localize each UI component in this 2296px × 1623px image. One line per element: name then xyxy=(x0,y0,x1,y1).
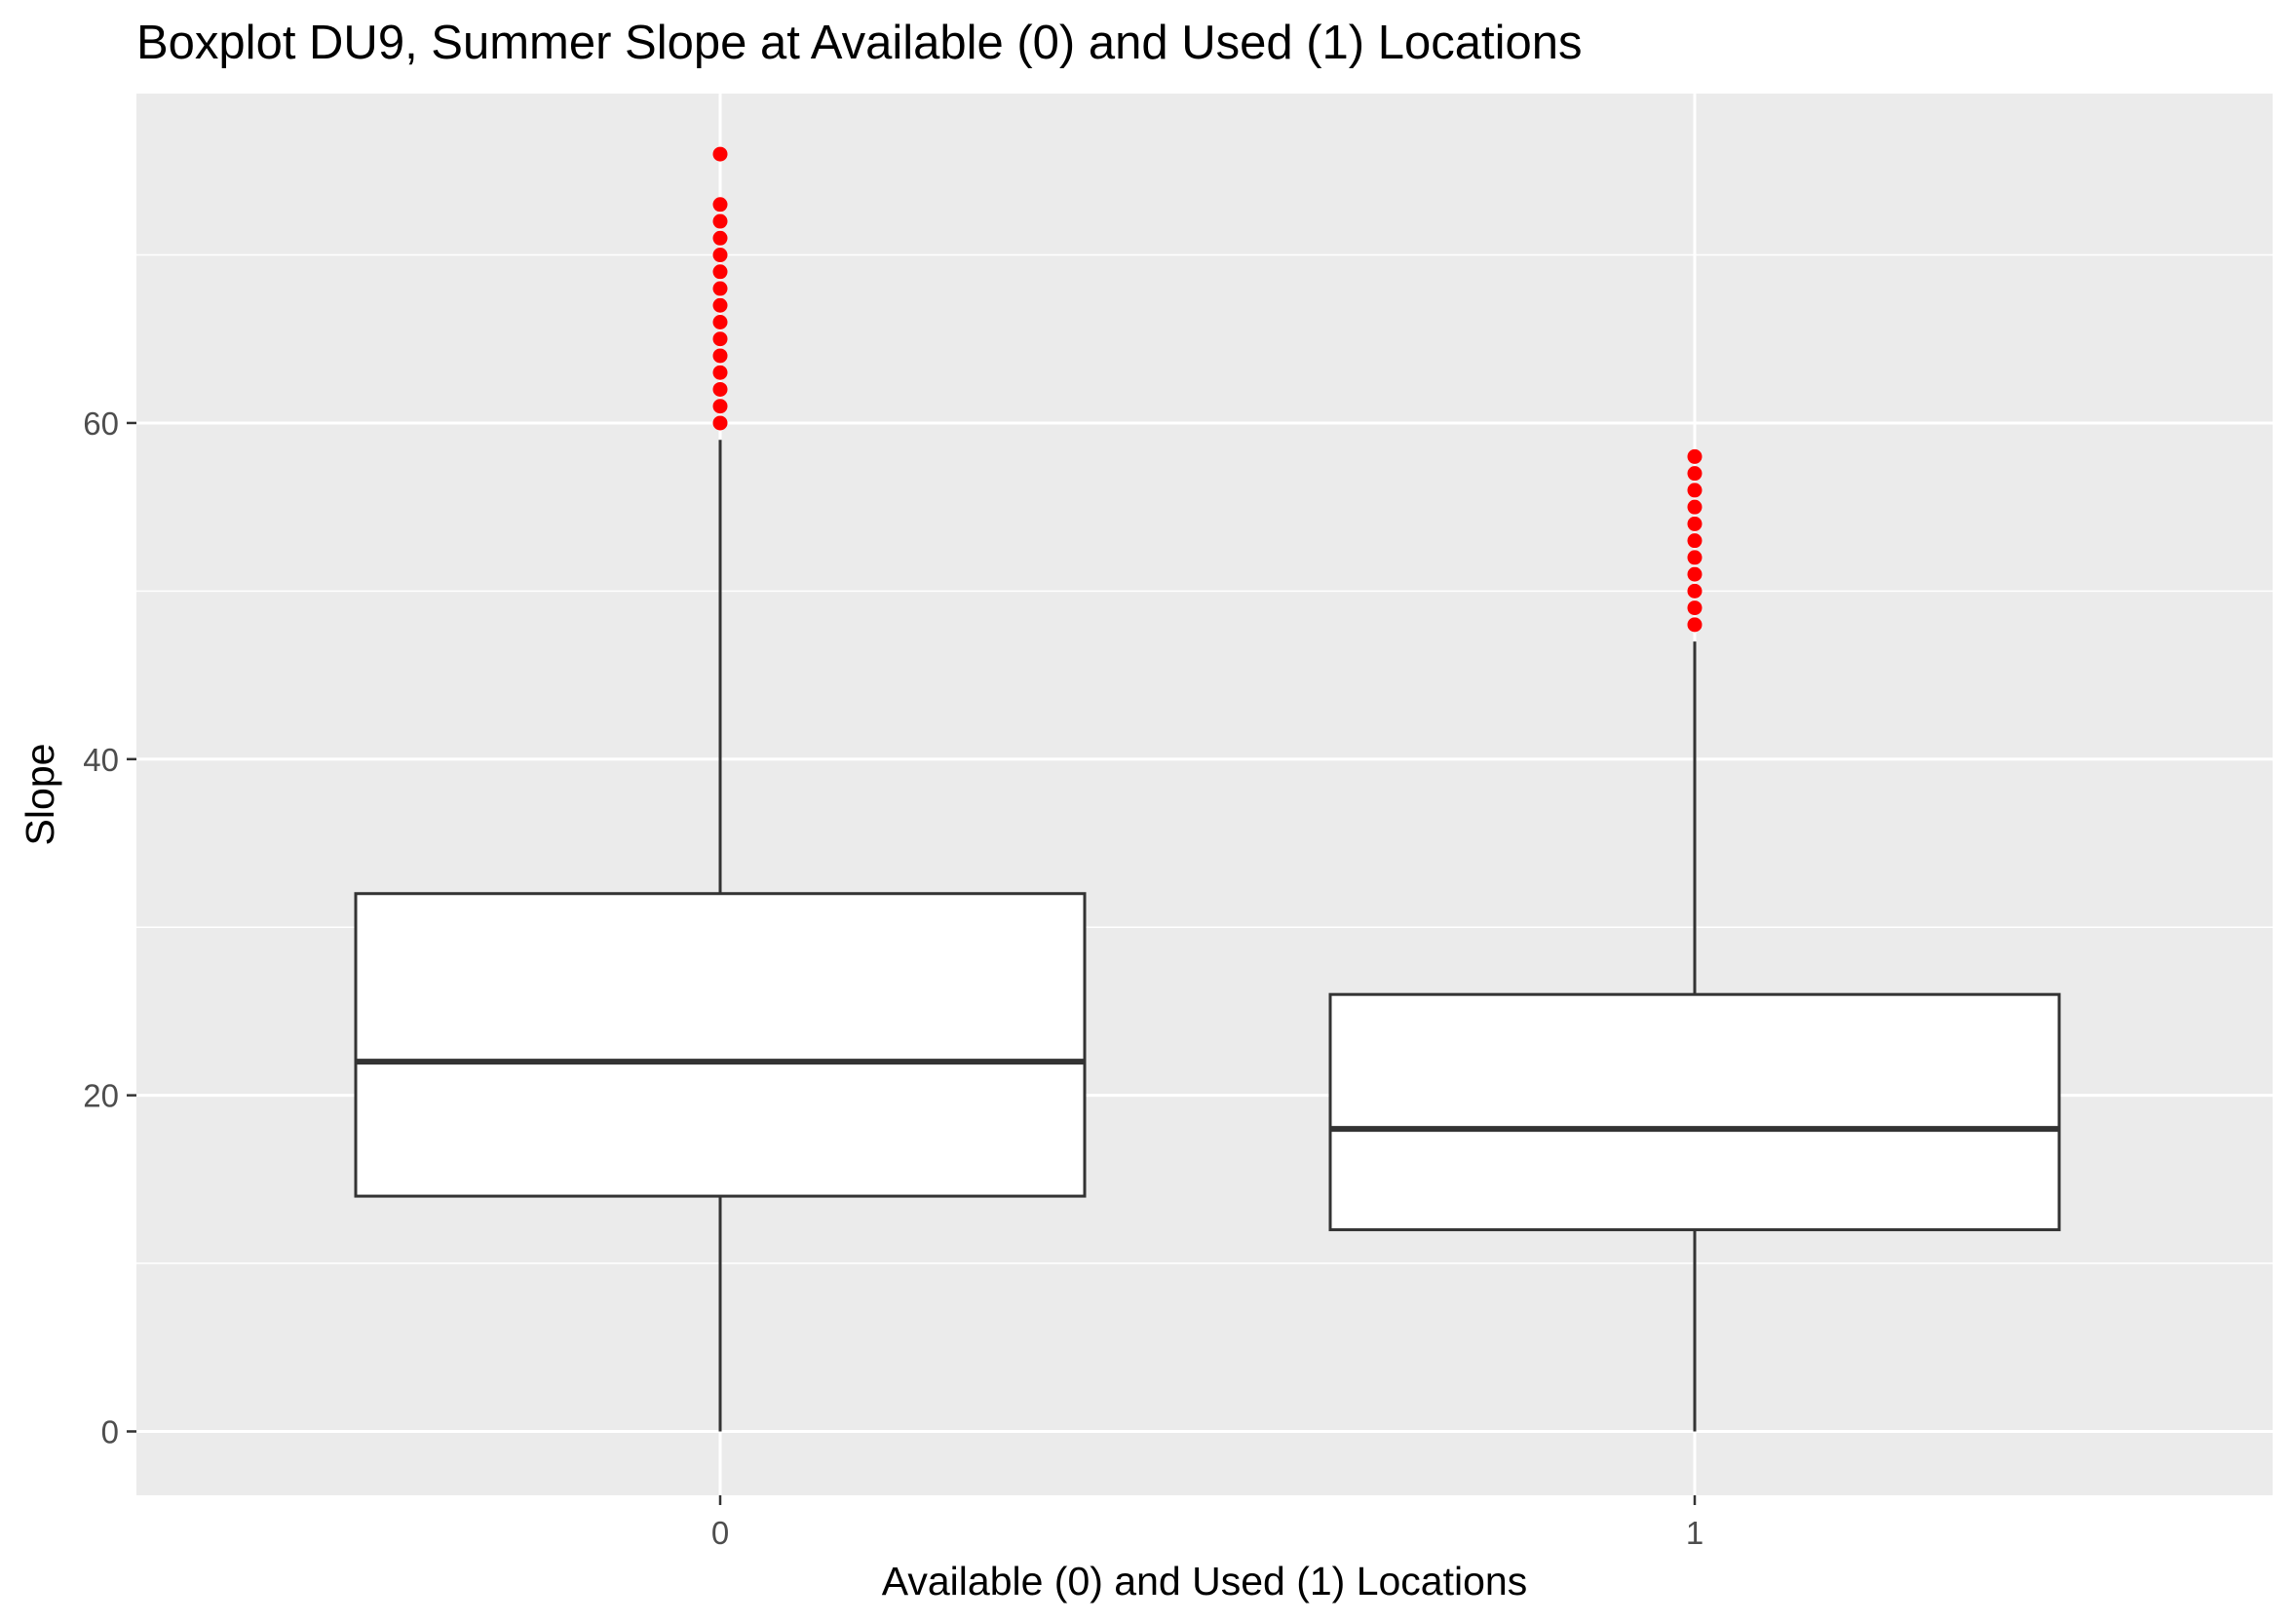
outlier-point xyxy=(712,264,728,280)
outlier-point xyxy=(1687,466,1703,482)
outlier-point xyxy=(1687,533,1703,549)
outlier-point xyxy=(712,146,728,162)
outlier-point xyxy=(1687,499,1703,515)
box-group-0 xyxy=(354,146,1087,1432)
chart-title: Boxplot DU9, Summer Slope at Available (… xyxy=(136,17,1582,69)
y-tick-label: 40 xyxy=(83,742,119,778)
outlier-point xyxy=(712,331,728,347)
outlier-point xyxy=(712,314,728,329)
outlier-point xyxy=(1687,600,1703,616)
outlier-point xyxy=(712,348,728,364)
outlier-point xyxy=(712,381,728,397)
box-group-1 xyxy=(1328,448,2061,1432)
outlier-point xyxy=(1687,550,1703,565)
boxes-layer xyxy=(354,146,2061,1432)
outlier-point xyxy=(712,281,728,296)
outlier-point xyxy=(1687,583,1703,599)
iqr-box xyxy=(1328,992,2061,1232)
plot-panel xyxy=(136,94,2273,1495)
outlier-point xyxy=(1687,566,1703,582)
outlier-point xyxy=(712,365,728,380)
y-tick-label: 0 xyxy=(101,1413,119,1449)
outlier-point xyxy=(1687,483,1703,498)
y-axis-title: Slope xyxy=(18,744,62,846)
x-tick-label: 0 xyxy=(711,1515,729,1551)
y-tick-label: 60 xyxy=(83,406,119,442)
y-tick-label: 20 xyxy=(83,1078,119,1114)
outlier-point xyxy=(712,297,728,313)
outlier-point xyxy=(712,213,728,229)
x-axis-title: Available (0) and Used (1) Locations xyxy=(882,1559,1527,1604)
x-tick-label: 1 xyxy=(1686,1515,1703,1551)
outlier-point xyxy=(712,248,728,263)
outlier-point xyxy=(1687,617,1703,633)
outlier-point xyxy=(712,415,728,431)
outlier-point xyxy=(712,197,728,213)
iqr-box xyxy=(354,892,1087,1198)
outlier-point xyxy=(712,399,728,414)
y-axis-ticks: 0 20 40 60 xyxy=(83,406,136,1449)
outlier-point xyxy=(1687,516,1703,531)
outlier-point xyxy=(712,230,728,246)
outlier-point xyxy=(1687,448,1703,464)
